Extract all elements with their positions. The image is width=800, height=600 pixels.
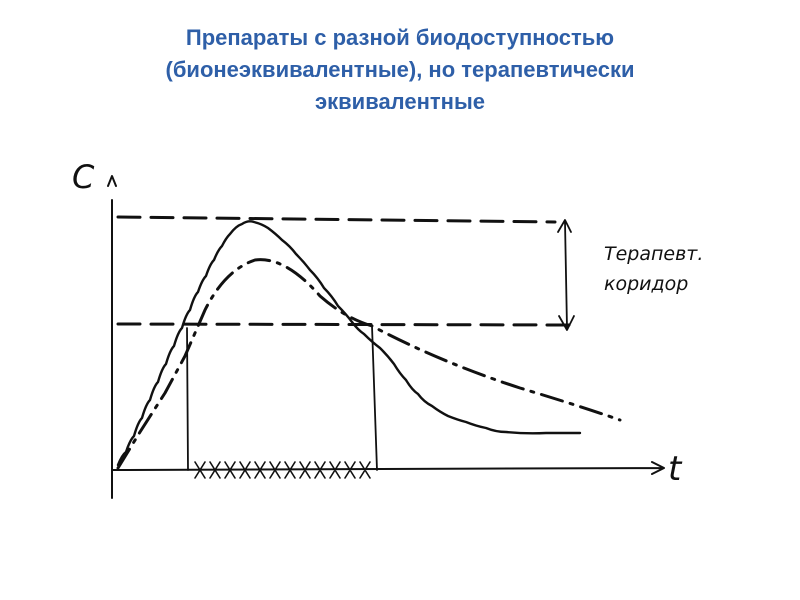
- corridor-upper-line: [116, 215, 557, 224]
- y-axis: [107, 175, 117, 499]
- x-axis-label: t: [668, 449, 683, 489]
- effect-duration-hatch: [194, 461, 371, 479]
- title-line-3: эквивалентные: [315, 89, 485, 114]
- title-line-2: (бионеэквивалентные), но терапевтически: [165, 57, 635, 82]
- title-line-1: Препараты с разной биодоступностью: [185, 25, 615, 50]
- slide-title: Препараты с разной биодоступностью (бион…: [60, 22, 740, 118]
- offset-line: [371, 325, 378, 471]
- curve-drug-b: [116, 258, 622, 470]
- curve-drug-a: [116, 220, 582, 467]
- x-axis: [111, 461, 665, 475]
- corridor-label-line-2: коридор: [604, 273, 688, 295]
- y-axis-label: C: [72, 158, 95, 196]
- corridor-label-line-1: Терапевт.: [604, 243, 703, 265]
- corridor-arrow: [557, 219, 575, 331]
- corridor-lower-line: [116, 322, 577, 327]
